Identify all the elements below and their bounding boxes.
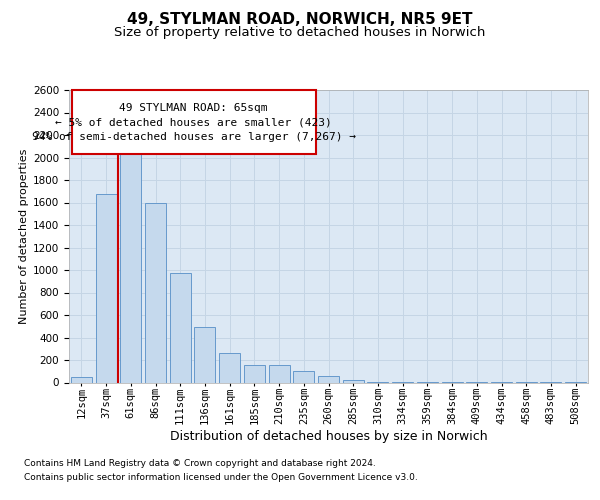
FancyBboxPatch shape (71, 90, 316, 154)
Bar (244, 365, 265, 382)
Text: Contains HM Land Registry data © Crown copyright and database right 2024.: Contains HM Land Registry data © Crown c… (24, 460, 376, 468)
Bar (71, 377, 92, 382)
Bar (120, 140, 141, 382)
Bar (145, 202, 166, 382)
Bar (293, 371, 314, 382)
Y-axis label: Number of detached properties: Number of detached properties (19, 148, 29, 324)
Bar (95, 194, 116, 382)
Text: 49 STYLMAN ROAD: 65sqm
← 5% of detached houses are smaller (423)
94% of semi-det: 49 STYLMAN ROAD: 65sqm ← 5% of detached … (32, 103, 356, 142)
Text: Size of property relative to detached houses in Norwich: Size of property relative to detached ho… (115, 26, 485, 39)
Bar (343, 380, 364, 382)
Bar (170, 274, 191, 382)
Text: 49, STYLMAN ROAD, NORWICH, NR5 9ET: 49, STYLMAN ROAD, NORWICH, NR5 9ET (127, 12, 473, 26)
X-axis label: Distribution of detached houses by size in Norwich: Distribution of detached houses by size … (170, 430, 487, 442)
Bar (269, 365, 290, 382)
Bar (318, 376, 339, 382)
Bar (194, 328, 215, 382)
Bar (219, 352, 240, 382)
Text: Contains public sector information licensed under the Open Government Licence v3: Contains public sector information licen… (24, 473, 418, 482)
